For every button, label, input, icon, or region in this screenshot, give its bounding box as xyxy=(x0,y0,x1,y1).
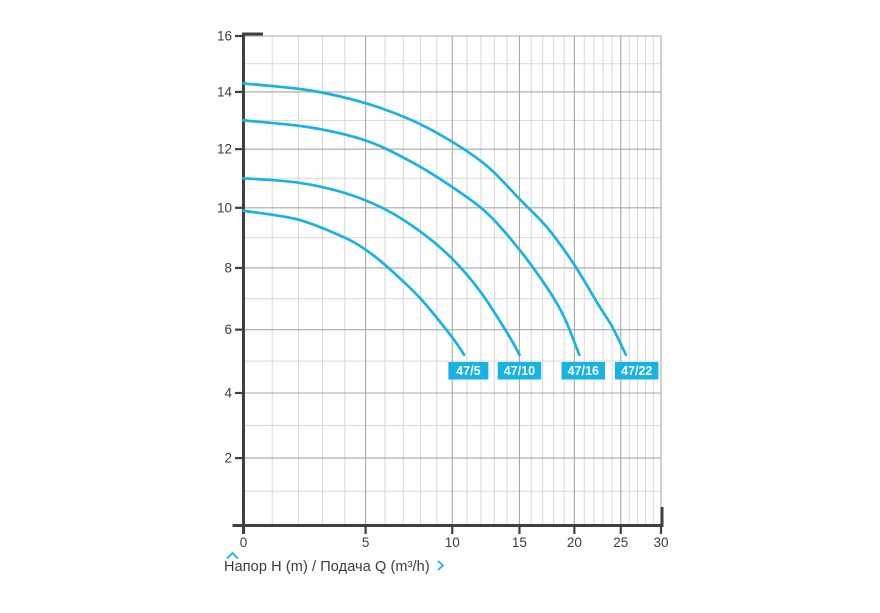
series-label-box-47-5 xyxy=(448,362,489,380)
series-label-text-47-10: 47/10 xyxy=(504,364,535,378)
y-tick-label: 16 xyxy=(217,29,232,44)
x-tick-label: 10 xyxy=(445,535,460,550)
series-label-text-47-22: 47/22 xyxy=(621,364,652,378)
y-tick-label: 12 xyxy=(217,142,232,157)
series-label-box-47-16 xyxy=(561,362,606,380)
axis-title-block: Напор H (m) / Подача Q (m³/h) xyxy=(224,547,445,575)
series-label-box-47-10 xyxy=(497,362,542,380)
series-label-box-47-22 xyxy=(614,362,659,380)
chevron-up-icon[interactable] xyxy=(226,547,445,559)
y-tick-label: 2 xyxy=(224,451,232,466)
x-tick-label: 5 xyxy=(362,535,370,550)
axis-title: Напор H (m) / Подача Q (m³/h) xyxy=(224,559,430,575)
y-tick-label: 4 xyxy=(224,385,232,400)
x-tick-label: 25 xyxy=(613,535,628,550)
x-tick-label: 0 xyxy=(240,535,248,550)
y-tick-label: 8 xyxy=(224,260,232,275)
series-label-text-47-5: 47/5 xyxy=(456,364,480,378)
chevron-right-icon[interactable] xyxy=(437,559,445,575)
pump-curve-47-22 xyxy=(242,82,628,357)
pump-curve-47-16 xyxy=(242,118,581,357)
x-tick-label: 20 xyxy=(567,535,582,550)
y-tick-label: 6 xyxy=(224,322,232,337)
pump-curve-47-10 xyxy=(242,176,521,357)
y-tick-label: 10 xyxy=(217,200,232,215)
x-tick-label: 15 xyxy=(512,535,527,550)
y-tick-label: 14 xyxy=(217,84,233,99)
pump-curve-47-5 xyxy=(242,209,466,357)
series-label-text-47-16: 47/16 xyxy=(568,364,599,378)
x-tick-label: 30 xyxy=(653,535,668,550)
